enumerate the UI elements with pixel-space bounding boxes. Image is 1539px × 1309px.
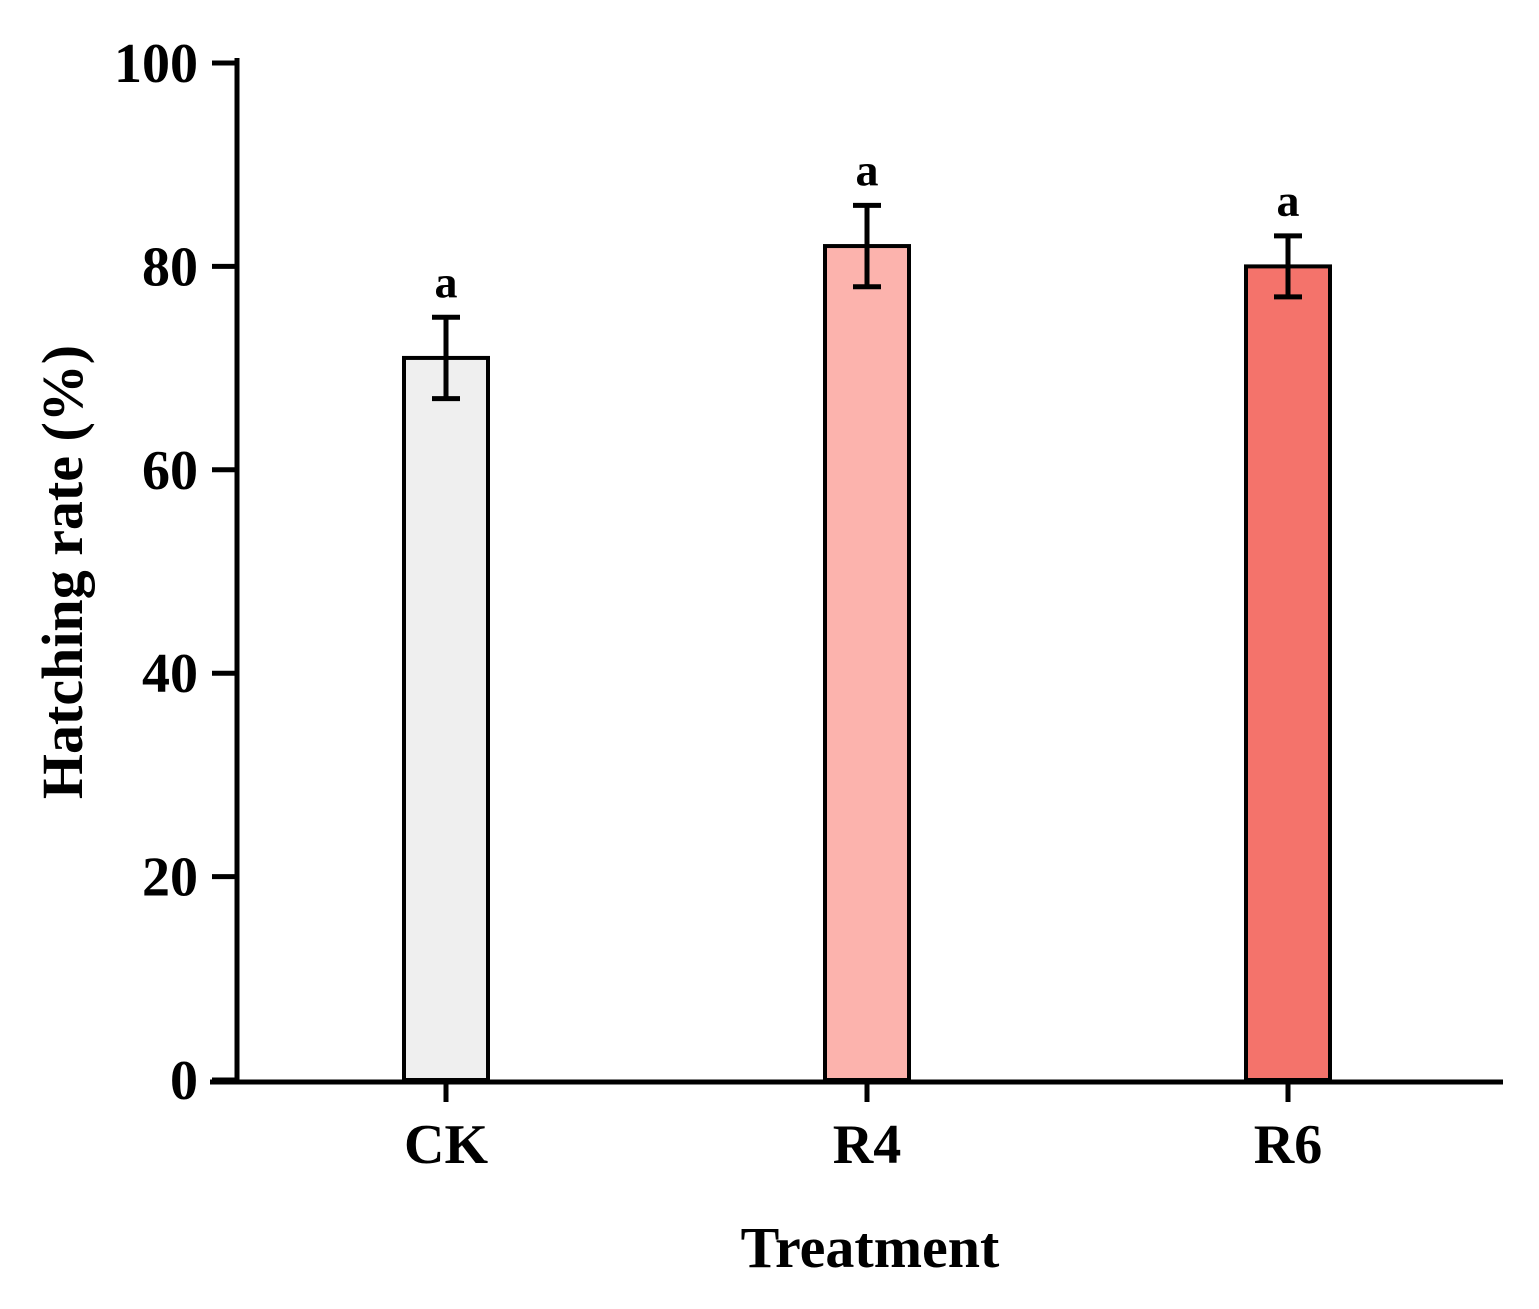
- bar-R4: [823, 244, 911, 1082]
- bar-R6: [1244, 264, 1332, 1082]
- x-tick-label-R4: R4: [833, 1114, 901, 1176]
- error-bars-layer: [432, 202, 1302, 402]
- bar-CK: [402, 355, 490, 1082]
- y-ticks-layer: 0 20 40 60 80 100: [114, 33, 237, 1112]
- significance-label-R6: a: [1277, 175, 1300, 226]
- x-ticks-layer: CK R4 R6: [404, 1082, 1322, 1176]
- x-tick-label-CK: CK: [404, 1114, 488, 1176]
- y-axis-title: Hatching rate (%): [30, 345, 95, 799]
- x-axis-title: Treatment: [741, 1215, 1000, 1280]
- y-tick-label-0: 0: [170, 1050, 198, 1112]
- y-tick-label-80: 80: [142, 236, 198, 298]
- bars-layer: [402, 244, 1332, 1082]
- y-tick-label-100: 100: [114, 33, 198, 95]
- x-tick-label-R6: R6: [1254, 1114, 1322, 1176]
- y-tick-label-20: 20: [142, 847, 198, 909]
- significance-layer: a a a: [435, 144, 1300, 307]
- y-tick-label-40: 40: [142, 643, 198, 705]
- significance-label-R4: a: [856, 144, 879, 195]
- significance-label-CK: a: [435, 256, 458, 307]
- y-tick-label-60: 60: [142, 440, 198, 502]
